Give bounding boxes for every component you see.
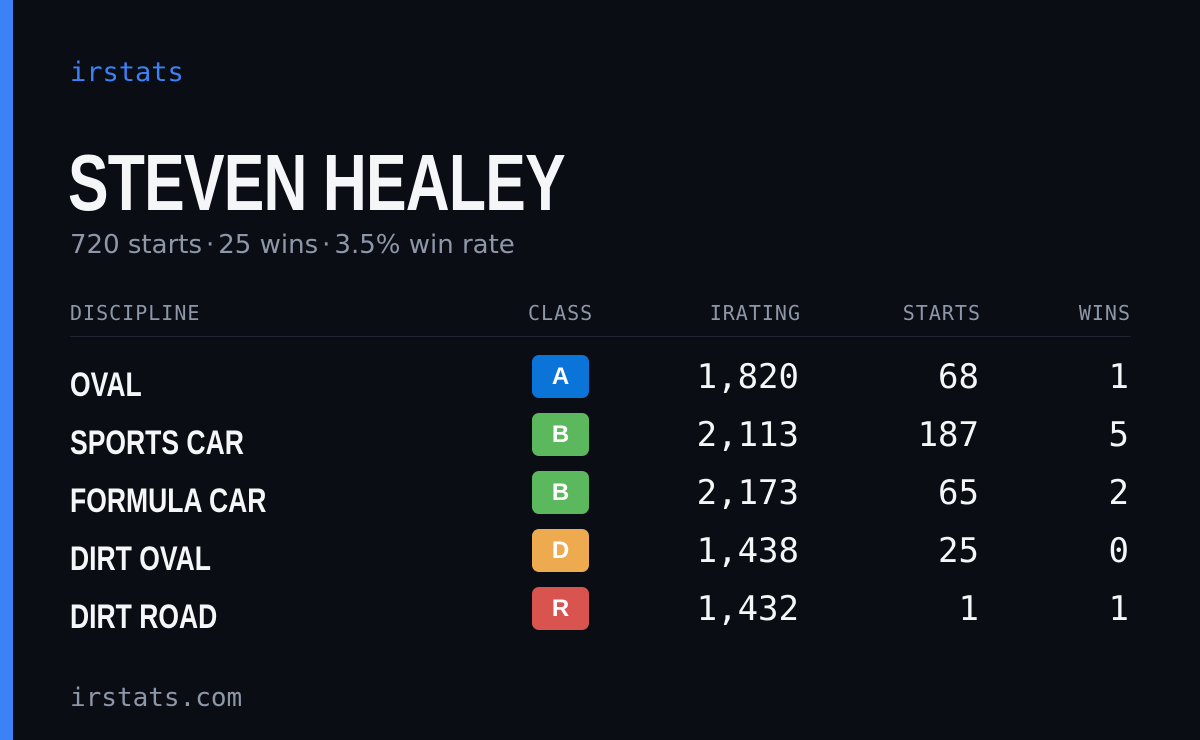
irating-value: 2,173 <box>696 473 799 513</box>
table-row: SPORTS CAR B 2,113 187 5 <box>70 407 1131 465</box>
header-irating: IRATING <box>709 301 801 325</box>
summary-separator: · <box>206 230 215 260</box>
wins-value: 1 <box>1108 357 1129 397</box>
class-badge: B <box>532 413 589 456</box>
driver-name: STEVEN HEALEY <box>68 138 566 227</box>
discipline-name: FORMULA CAR <box>70 482 267 520</box>
table-row: DIRT ROAD R 1,432 1 1 <box>70 581 1131 639</box>
header-starts: STARTS <box>902 301 981 325</box>
discipline-name: OVAL <box>70 366 142 404</box>
stats-table: DISCIPLINE CLASS IRATING STARTS WINS OVA… <box>70 296 1131 639</box>
table-row: OVAL A 1,820 68 1 <box>70 349 1131 407</box>
starts-value: 68 <box>938 357 979 397</box>
discipline-name: DIRT ROAD <box>70 598 218 636</box>
table-body: OVAL A 1,820 68 1 SPORTS CAR B 2,113 187… <box>70 337 1131 639</box>
header-class: CLASS <box>528 301 594 325</box>
class-badge: A <box>532 355 589 398</box>
starts-summary: 720 starts <box>70 230 202 260</box>
driver-summary: 720 starts · 25 wins · 3.5% win rate <box>70 228 515 262</box>
header-discipline: DISCIPLINE <box>70 301 201 325</box>
irating-value: 1,438 <box>696 531 799 571</box>
table-header: DISCIPLINE CLASS IRATING STARTS WINS <box>70 296 1131 337</box>
wins-value: 5 <box>1108 415 1129 455</box>
class-badge: R <box>532 587 589 630</box>
starts-value: 65 <box>938 473 979 513</box>
irating-value: 1,820 <box>696 357 799 397</box>
summary-separator: · <box>322 230 331 260</box>
brand-logo: irstats <box>70 57 184 88</box>
header-wins: WINS <box>1078 301 1131 325</box>
starts-value: 25 <box>938 531 979 571</box>
table-row: FORMULA CAR B 2,173 65 2 <box>70 465 1131 523</box>
wins-value: 0 <box>1108 531 1129 571</box>
footer-domain: irstats.com <box>70 683 243 713</box>
wins-value: 2 <box>1108 473 1129 513</box>
accent-bar <box>0 0 13 740</box>
irating-value: 1,432 <box>696 589 799 629</box>
table-row: DIRT OVAL D 1,438 25 0 <box>70 523 1131 581</box>
starts-value: 1 <box>958 589 979 629</box>
starts-value: 187 <box>917 415 979 455</box>
discipline-name: SPORTS CAR <box>70 424 244 462</box>
wins-value: 1 <box>1108 589 1129 629</box>
wins-summary: 25 wins <box>218 230 319 260</box>
winrate-summary: 3.5% win rate <box>334 230 515 260</box>
discipline-name: DIRT OVAL <box>70 540 211 578</box>
irating-value: 2,113 <box>696 415 799 455</box>
class-badge: B <box>532 471 589 514</box>
class-badge: D <box>532 529 589 572</box>
